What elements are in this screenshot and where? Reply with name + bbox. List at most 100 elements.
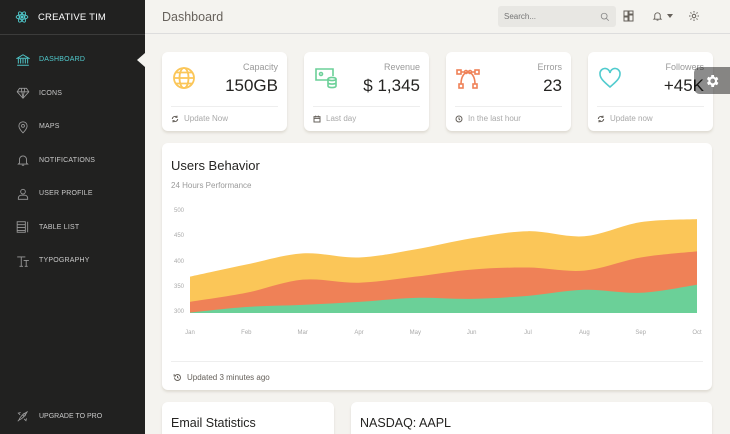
brand-name: CREATIVE TIM	[38, 11, 107, 23]
x-axis-tick: Jun	[466, 330, 477, 336]
x-axis-tick: May	[409, 330, 421, 336]
sidebar-nav: DASHBOARD ICONS MAPS NOTIFICATIONS USER …	[0, 43, 145, 278]
stat-value: 150GB	[225, 76, 278, 95]
y-axis-tick: 500	[174, 208, 185, 214]
dashboard-grid-icon[interactable]	[623, 10, 634, 22]
card-subtitle: 24 Hours Performance	[171, 181, 252, 190]
brand-logo[interactable]: CREATIVE TIM	[0, 0, 145, 35]
search-icon[interactable]	[600, 12, 610, 22]
y-axis-tick: 350	[174, 283, 185, 290]
stat-card-capacity: Capacity 150GB Update Now	[162, 52, 287, 131]
notifications-bell-icon[interactable]	[652, 10, 663, 22]
top-navbar: Dashboard	[145, 0, 730, 34]
globe-icon	[172, 66, 196, 90]
stat-footer-text: In the last hour	[468, 114, 521, 123]
sidebar-item-label: NOTIFICATIONS	[39, 156, 96, 164]
refresh-icon	[171, 115, 179, 123]
divider	[171, 361, 703, 362]
sidebar-item-maps[interactable]: MAPS	[0, 110, 145, 144]
stat-card-followers: Followers +45K Update now	[588, 52, 713, 131]
sidebar-item-label: DASHBOARD	[39, 56, 86, 64]
sidebar-item-label: TYPOGRAPHY	[39, 257, 90, 265]
x-axis-tick: Jan	[185, 330, 195, 336]
stat-footer[interactable]: Update Now	[171, 114, 228, 123]
stat-category: Capacity	[242, 62, 278, 72]
sidebar-item-typography[interactable]: TYPOGRAPHY	[0, 244, 145, 278]
card-title: Users Behavior	[171, 158, 260, 173]
stat-footer-text: Update Now	[184, 114, 229, 123]
calendar-icon	[313, 115, 321, 123]
stat-category: Errors	[537, 62, 563, 72]
vector-icon	[456, 66, 480, 90]
divider	[597, 106, 704, 107]
card-title: NASDAQ: AAPL	[360, 416, 452, 430]
map-pin-icon	[16, 120, 30, 134]
diamond-icon	[16, 86, 30, 100]
gear-icon	[704, 73, 720, 89]
stat-card-errors: Errors 23 In the last hour	[446, 52, 571, 131]
stat-value: 23	[543, 76, 562, 95]
stat-footer[interactable]: Last day	[313, 114, 356, 123]
upgrade-label: UPGRADE TO PRO	[39, 412, 103, 420]
upgrade-to-pro-link[interactable]: UPGRADE TO PRO	[0, 406, 145, 426]
table-list-icon	[16, 220, 30, 234]
page-title: Dashboard	[162, 9, 224, 24]
x-axis-tick: Sep	[635, 330, 646, 336]
card-footer-text: Updated 3 minutes ago	[187, 373, 270, 382]
y-axis-tick: 450	[174, 233, 185, 240]
clock-icon	[455, 115, 463, 123]
x-axis-tick: Feb	[241, 330, 252, 336]
stat-value: +45K	[663, 76, 704, 95]
stat-category: Revenue	[383, 62, 420, 72]
stat-value: $ 1,345	[363, 76, 420, 95]
refresh-icon	[597, 115, 605, 123]
sidebar-item-notifications[interactable]: NOTIFICATIONS	[0, 144, 145, 178]
sidebar-item-label: MAPS	[39, 123, 60, 131]
y-axis-tick: 400	[174, 258, 185, 265]
card-title: Email Statistics	[171, 416, 256, 430]
sidebar-item-user-profile[interactable]: USER PROFILE	[0, 177, 145, 211]
x-axis-tick: Mar	[297, 330, 308, 336]
settings-gear-icon[interactable]	[688, 10, 700, 22]
stat-footer-text: Update now	[610, 114, 653, 123]
divider	[455, 106, 562, 107]
x-axis-tick: Oct	[692, 330, 702, 336]
caret-down-icon[interactable]	[667, 14, 673, 18]
divider	[313, 106, 420, 107]
stat-footer[interactable]: Update now	[597, 114, 653, 123]
money-coins-icon	[314, 66, 338, 90]
stat-footer-text: Last day	[326, 114, 357, 123]
heart-icon	[598, 66, 622, 90]
fixed-plugin-settings[interactable]	[694, 67, 730, 94]
area-series	[190, 284, 697, 313]
search-input[interactable]	[504, 12, 594, 21]
bell-icon	[16, 153, 30, 167]
y-axis-tick: 300	[174, 309, 185, 315]
sidebar: CREATIVE TIM DASHBOARD ICONS MAPS NOTIFI…	[0, 0, 145, 434]
typography-icon	[16, 254, 30, 268]
sidebar-item-label: USER PROFILE	[39, 190, 93, 198]
sidebar-item-icons[interactable]: ICONS	[0, 77, 145, 111]
sidebar-item-table-list[interactable]: TABLE LIST	[0, 211, 145, 245]
users-behavior-chart: 300 350 400 450 500 Jan Feb Mar Apr May Jun Jul Aug S…	[162, 143, 712, 353]
search-box	[498, 6, 616, 27]
react-logo-icon	[15, 10, 29, 24]
sidebar-item-dashboard[interactable]: DASHBOARD	[0, 43, 145, 77]
email-statistics-card: Email Statistics	[162, 402, 334, 434]
history-icon	[173, 373, 182, 382]
x-axis-tick: Jul	[524, 330, 532, 336]
sidebar-item-label: TABLE LIST	[39, 223, 80, 231]
divider	[171, 106, 278, 107]
users-behavior-card: Users Behavior 24 Hours Performance 300 3…	[162, 143, 712, 390]
x-axis-tick: Apr	[354, 330, 364, 336]
rocket-icon	[16, 409, 30, 423]
sidebar-item-label: ICONS	[39, 89, 63, 97]
nasdaq-card: NASDAQ: AAPL	[351, 402, 712, 434]
user-icon	[16, 187, 30, 201]
stat-category: Followers	[665, 62, 704, 72]
stat-card-revenue: Revenue $ 1,345 Last day	[304, 52, 429, 131]
bank-icon	[16, 53, 30, 67]
card-footer: Updated 3 minutes ago	[173, 373, 270, 382]
stat-footer[interactable]: In the last hour	[455, 114, 521, 123]
x-axis-tick: Aug	[578, 330, 590, 336]
